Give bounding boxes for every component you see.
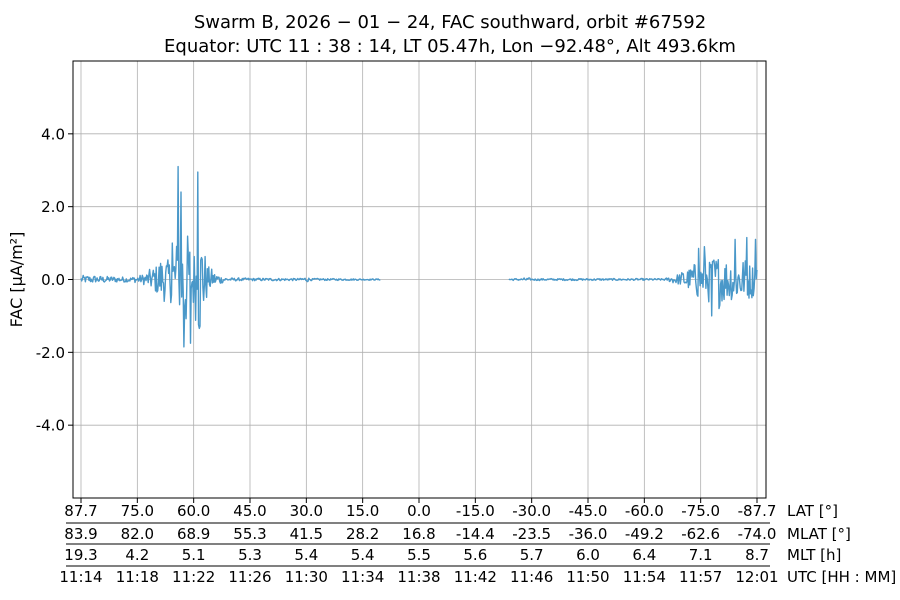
x-axis-rows: 87.7 75.0 60.0 45.0 30.0 15.0 0.0 -15.0 -30.0 -45… [59, 498, 896, 586]
x-tick-label: 5.7 [520, 546, 544, 564]
x-tick-label: -30.0 [512, 502, 551, 520]
x-tick-label: -23.5 [512, 525, 551, 543]
x-tick-label: 8.7 [745, 546, 769, 564]
x-tick-label: 83.9 [64, 525, 97, 543]
y-axis-ticks: 4.0 2.0 0.0 -2.0 -4.0 [36, 125, 73, 435]
x-tick-label: 11:22 [172, 568, 215, 586]
y-tick-label: -4.0 [36, 417, 65, 435]
y-axis-label: FAC [μA/m²] [7, 232, 26, 328]
x-tick-label: -60.0 [625, 502, 664, 520]
x-tick-label: 45.0 [233, 502, 266, 520]
x-tick-label: -45.0 [569, 502, 608, 520]
x-tick-label: 5.1 [182, 546, 206, 564]
x-row-label: UTC [HH : MM] [787, 568, 896, 586]
x-tick-label: -14.4 [456, 525, 495, 543]
x-tick-label: 41.5 [290, 525, 323, 543]
x-row-label: MLT [h] [787, 546, 841, 564]
x-tick-label: 7.1 [689, 546, 713, 564]
chart-title-line-1: Swarm B, 2026 − 01 − 24, FAC southward, … [193, 12, 707, 33]
y-tick-label: 0.0 [41, 271, 65, 289]
x-tick-label: 12:01 [735, 568, 778, 586]
x-tick-label: 11:50 [566, 568, 609, 586]
x-tick-label: 11:54 [623, 568, 666, 586]
x-tick-label: 87.7 [64, 502, 97, 520]
x-tick-label: 28.2 [346, 525, 379, 543]
x-tick-label: 15.0 [346, 502, 379, 520]
x-tick-label: 11:30 [285, 568, 328, 586]
fac-series-line [508, 236, 758, 317]
x-tick-label: -49.2 [625, 525, 664, 543]
x-tick-label: 11:14 [59, 568, 102, 586]
x-tick-label: 5.5 [407, 546, 431, 564]
x-tick-label: 6.4 [632, 546, 656, 564]
x-tick-label: -15.0 [456, 502, 495, 520]
x-tick-label: 11:57 [679, 568, 722, 586]
x-tick-label: 5.6 [463, 546, 487, 564]
x-tick-label: -74.0 [738, 525, 777, 543]
x-tick-label: 82.0 [121, 525, 154, 543]
x-tick-label: -36.0 [569, 525, 608, 543]
x-tick-label: 5.3 [238, 546, 262, 564]
x-tick-label: 68.9 [177, 525, 210, 543]
x-row-label: MLAT [°] [787, 525, 851, 543]
x-tick-label: -62.6 [681, 525, 720, 543]
x-tick-label: 11:38 [397, 568, 440, 586]
series-layer [80, 165, 758, 348]
x-tick-label: 11:26 [228, 568, 271, 586]
y-tick-label: 2.0 [41, 198, 65, 216]
x-tick-label: 55.3 [233, 525, 266, 543]
chart-title-line-2: Equator: UTC 11 : 38 : 14, LT 05.47h, Lo… [164, 36, 736, 57]
x-tick-label: 60.0 [177, 502, 210, 520]
x-tick-label: -75.0 [681, 502, 720, 520]
x-tick-label: 4.2 [125, 546, 149, 564]
y-tick-label: -2.0 [36, 344, 65, 362]
x-tick-label: 30.0 [290, 502, 323, 520]
x-tick-label: 11:46 [510, 568, 553, 586]
x-tick-label: 11:42 [454, 568, 497, 586]
x-tick-label: -87.7 [738, 502, 777, 520]
x-tick-label: 6.0 [576, 546, 600, 564]
x-tick-label: 5.4 [351, 546, 375, 564]
x-tick-label: 11:18 [116, 568, 159, 586]
x-row-label: LAT [°] [787, 502, 838, 520]
x-tick-label: 75.0 [121, 502, 154, 520]
x-tick-label: 11:34 [341, 568, 384, 586]
x-tick-label: 19.3 [64, 546, 97, 564]
x-tick-label: 16.8 [402, 525, 435, 543]
y-tick-label: 4.0 [41, 125, 65, 143]
x-tick-label: 0.0 [407, 502, 431, 520]
x-tick-label: 5.4 [294, 546, 318, 564]
fac-series-line [80, 165, 381, 348]
